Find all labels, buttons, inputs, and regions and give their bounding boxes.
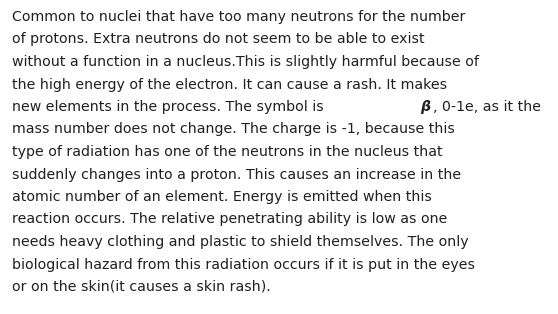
Text: needs heavy clothing and plastic to shield themselves. The only: needs heavy clothing and plastic to shie…: [12, 235, 469, 249]
Text: atomic number of an element. Energy is emitted when this: atomic number of an element. Energy is e…: [12, 190, 432, 204]
Text: , 0-1e, as it the: , 0-1e, as it the: [433, 100, 541, 114]
Text: Common to nuclei that have too many neutrons for the number: Common to nuclei that have too many neut…: [12, 10, 465, 24]
Text: of protons. Extra neutrons do not seem to be able to exist: of protons. Extra neutrons do not seem t…: [12, 33, 425, 46]
Text: biological hazard from this radiation occurs if it is put in the eyes: biological hazard from this radiation oc…: [12, 257, 475, 272]
Text: new elements in the process. The symbol is: new elements in the process. The symbol …: [12, 100, 328, 114]
Text: the high energy of the electron. It can cause a rash. It makes: the high energy of the electron. It can …: [12, 78, 447, 91]
Text: mass number does not change. The charge is -1, because this: mass number does not change. The charge …: [12, 122, 455, 137]
Text: or on the skin(it causes a skin rash).: or on the skin(it causes a skin rash).: [12, 280, 271, 294]
Text: reaction occurs. The relative penetrating ability is low as one: reaction occurs. The relative penetratin…: [12, 213, 448, 226]
Text: β: β: [420, 100, 430, 114]
Text: without a function in a nucleus.This is slightly harmful because of: without a function in a nucleus.This is …: [12, 55, 479, 69]
Text: type of radiation has one of the neutrons in the nucleus that: type of radiation has one of the neutron…: [12, 145, 442, 159]
Text: suddenly changes into a proton. This causes an increase in the: suddenly changes into a proton. This cau…: [12, 167, 461, 181]
